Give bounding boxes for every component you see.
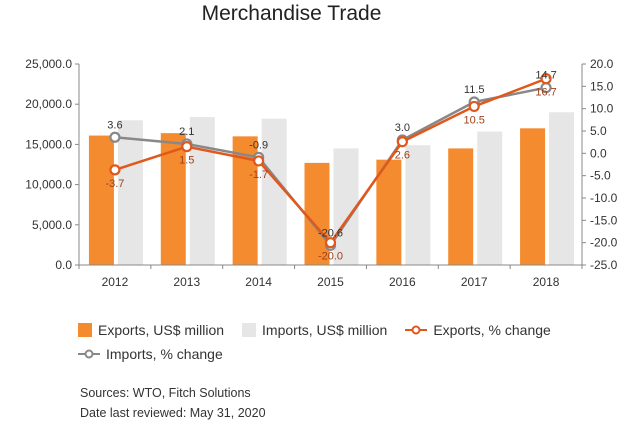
y-right-tick-label: 0.0 bbox=[590, 146, 607, 160]
legend-label-exports-change: Exports, % change bbox=[433, 322, 551, 338]
label-exports-change-2017: 10.5 bbox=[464, 114, 485, 126]
bar-imports-2014 bbox=[261, 118, 287, 265]
bar-imports-2017 bbox=[477, 131, 503, 265]
x-tick-label: 2017 bbox=[461, 275, 488, 289]
y-right-tick-label: -20.0 bbox=[590, 236, 618, 250]
x-tick-label: 2014 bbox=[245, 275, 272, 289]
label-imports-change-2012: 3.6 bbox=[107, 119, 122, 131]
y-right-tick-label: -15.0 bbox=[590, 213, 618, 227]
footer-sources: Sources: WTO, Fitch Solutions bbox=[80, 386, 251, 400]
y-right-tick-label: 5.0 bbox=[590, 124, 607, 138]
legend-label-imports-value: Imports, US$ million bbox=[262, 322, 388, 338]
bar-imports-2018 bbox=[549, 112, 575, 266]
point-exports-change-2013 bbox=[181, 141, 193, 153]
label-imports-change-2015: -20.6 bbox=[318, 227, 343, 239]
chart-legend: Exports, US$ million Imports, US$ millio… bbox=[78, 318, 618, 366]
label-exports-change-2012: -3.7 bbox=[105, 178, 124, 190]
x-tick-label: 2016 bbox=[389, 275, 416, 289]
legend-swatch-exports-change bbox=[405, 325, 428, 335]
y-right-tick-label: 20.0 bbox=[590, 57, 614, 71]
bar-imports-2012 bbox=[117, 120, 143, 265]
legend-label-exports-value: Exports, US$ million bbox=[98, 322, 225, 338]
bar-exports-2018 bbox=[520, 128, 546, 265]
label-imports-change-2018: 14.7 bbox=[535, 70, 556, 82]
y-left-tick-label: 5,000.0 bbox=[32, 218, 72, 232]
y-right-tick-label: 10.0 bbox=[590, 102, 614, 116]
bar-exports-2015 bbox=[304, 162, 330, 265]
y-left-tick-label: 25,000.0 bbox=[25, 57, 72, 71]
point-exports-change-2016 bbox=[396, 136, 408, 148]
chart-title: Merchandise Trade bbox=[201, 2, 382, 25]
label-exports-change-2013: 1.5 bbox=[179, 155, 194, 167]
point-exports-change-2017 bbox=[468, 100, 480, 113]
legend-item-exports-value: Exports, US$ million bbox=[78, 322, 224, 338]
legend-item-imports-value: Imports, US$ million bbox=[242, 322, 387, 338]
bar-exports-2017 bbox=[448, 148, 474, 265]
chart-plot: 0.0 5,000.0 10,000.0 15,000.0 20,000.0 25,000… bbox=[25, 57, 618, 289]
label-exports-change-2016: 2.6 bbox=[395, 150, 410, 162]
label-exports-change-2014: -1.7 bbox=[249, 169, 268, 181]
label-exports-change-2015: -20.0 bbox=[318, 251, 343, 263]
y-right-tick-label: -5.0 bbox=[590, 169, 611, 183]
bar-imports-2015 bbox=[333, 148, 359, 265]
bar-exports-2012 bbox=[88, 135, 114, 265]
x-tick-label: 2018 bbox=[533, 275, 560, 289]
label-imports-change-2014: -0.9 bbox=[249, 139, 268, 151]
y-right-tick-label: -10.0 bbox=[590, 191, 618, 205]
legend-swatch-imports-value bbox=[242, 323, 257, 337]
legend-item-exports-change: Exports, % change bbox=[405, 322, 551, 338]
y-left-tick-label: 15,000.0 bbox=[25, 137, 72, 151]
label-imports-change-2017: 11.5 bbox=[464, 84, 485, 96]
y-left-tick-label: 0.0 bbox=[55, 258, 72, 272]
point-exports-change-2012 bbox=[109, 164, 121, 176]
footer-reviewed: Date last reviewed: May 31, 2020 bbox=[80, 406, 266, 420]
label-imports-change-2016: 3.0 bbox=[395, 122, 410, 134]
point-imports-change-2012 bbox=[109, 131, 121, 143]
legend-label-imports-change: Imports, % change bbox=[106, 346, 223, 362]
legend-swatch-exports-value bbox=[78, 323, 92, 337]
bar-exports-2013 bbox=[160, 133, 186, 265]
bar-imports-2013 bbox=[189, 117, 215, 266]
bar-imports-2016 bbox=[405, 145, 431, 265]
y-right-tick-label: -25.0 bbox=[590, 258, 618, 272]
x-tick-label: 2012 bbox=[102, 275, 129, 289]
y-right-tick-label: 15.0 bbox=[590, 79, 614, 93]
point-exports-change-2014 bbox=[253, 155, 265, 167]
point-exports-change-2018 bbox=[540, 73, 552, 85]
label-exports-change-2018: 16.7 bbox=[535, 87, 556, 99]
point-exports-change-2015 bbox=[324, 237, 337, 249]
x-tick-label: 2013 bbox=[173, 275, 200, 289]
legend-swatch-imports-change bbox=[78, 349, 100, 359]
y-left-tick-label: 20,000.0 bbox=[25, 97, 72, 111]
bar-exports-2016 bbox=[376, 159, 402, 265]
y-left-tick-label: 10,000.0 bbox=[25, 178, 72, 192]
x-tick-label: 2015 bbox=[317, 275, 344, 289]
label-imports-change-2013: 2.1 bbox=[179, 126, 194, 138]
legend-item-imports-change: Imports, % change bbox=[78, 346, 223, 362]
chart-footer: Sources: WTO, Fitch Solutions Date last … bbox=[80, 383, 266, 423]
